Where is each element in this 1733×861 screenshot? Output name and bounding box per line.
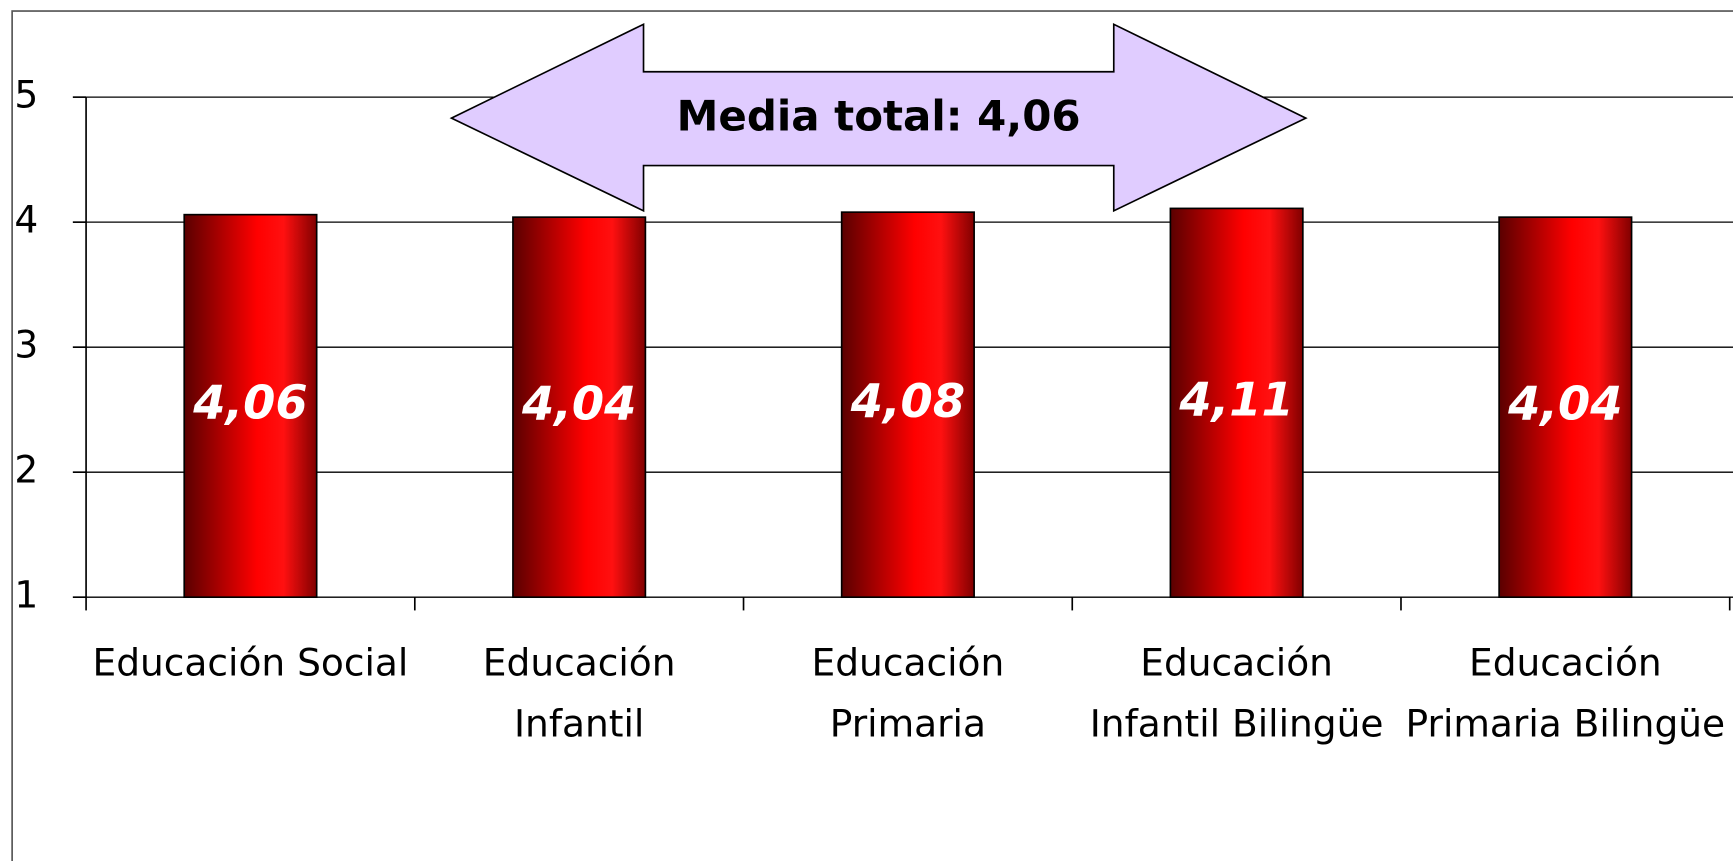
value-label: 4,08 xyxy=(850,374,965,428)
x-tick-label: Educación Primaria Bilingüe xyxy=(1406,641,1726,746)
y-tick-label: 3 xyxy=(14,323,38,367)
annotation-arrow xyxy=(449,22,1308,213)
value-label: 4,06 xyxy=(192,375,307,429)
y-tick-label: 1 xyxy=(14,573,38,617)
x-tick-label: Educación Infantil xyxy=(483,641,676,746)
x-tick-label: Educación Infantil Bilingüe xyxy=(1090,641,1384,746)
value-label: 4,11 xyxy=(1178,372,1293,426)
bar xyxy=(183,213,318,599)
y-tick-label: 4 xyxy=(14,198,38,242)
x-tick-label: Educación Social xyxy=(93,641,409,685)
chart-border xyxy=(11,10,1733,861)
value-label: 4,04 xyxy=(1507,377,1622,431)
x-tick-label: Educación Primaria xyxy=(812,641,1005,746)
y-tick-label: 5 xyxy=(14,73,38,117)
bar xyxy=(1169,207,1304,599)
annotation: Media total: 4,06 xyxy=(677,92,1081,141)
bar xyxy=(1498,216,1633,599)
y-tick-label: 2 xyxy=(14,448,38,492)
value-label: 4,04 xyxy=(521,377,636,431)
bar xyxy=(840,211,975,599)
bar xyxy=(512,216,647,599)
